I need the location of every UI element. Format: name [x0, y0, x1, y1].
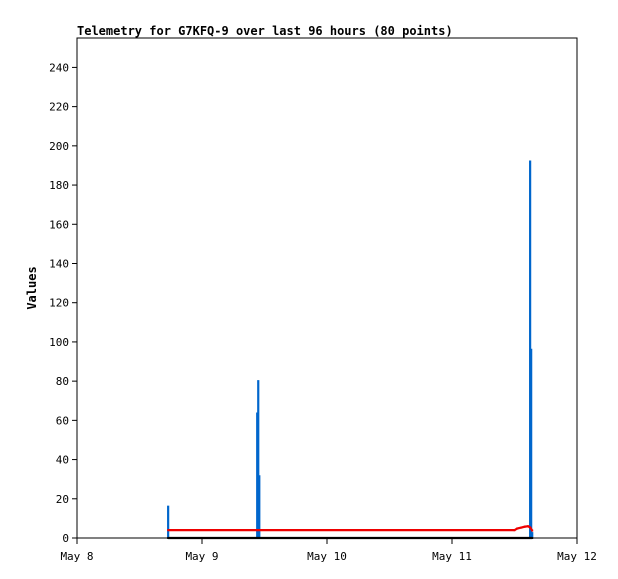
x-axis: May 8 May 9 May 10 May 11 May 12: [60, 538, 597, 563]
chart-title: Telemetry for G7KFQ-9 over last 96 hours…: [77, 24, 453, 38]
y-tick-label: 220: [49, 101, 69, 114]
y-tick-label: 0: [62, 532, 69, 545]
y-tick-label: 240: [49, 61, 69, 74]
series-1: [167, 525, 534, 532]
data-point: [527, 525, 530, 528]
y-tick-label: 60: [56, 414, 69, 427]
series-2: [167, 536, 534, 540]
x-tick-label: May 8: [60, 550, 93, 563]
y-tick-label: 100: [49, 336, 69, 349]
y-tick-label: 120: [49, 297, 69, 310]
x-tick-label: May 11: [432, 550, 472, 563]
y-tick-label: 40: [56, 454, 69, 467]
data-point: [531, 537, 534, 539]
y-tick-label: 200: [49, 140, 69, 153]
data-point: [529, 526, 532, 529]
data-point: [523, 525, 526, 528]
y-axis: 0 20 40 60 80 100 120 140 160 180 200 220 240: [49, 61, 77, 545]
series-line: [168, 525, 534, 532]
data-point: [520, 526, 523, 529]
y-tick-label: 20: [56, 493, 69, 506]
y-axis-label: Values: [25, 266, 39, 309]
x-tick-label: May 12: [557, 550, 597, 563]
y-tick-label: 80: [56, 375, 69, 388]
plot-frame: [76, 37, 578, 539]
series-layer: [167, 160, 534, 540]
y-tick-label: 140: [49, 257, 69, 270]
y-tick-label: 180: [49, 179, 69, 192]
data-point: [167, 537, 170, 539]
y-tick-label: 160: [49, 218, 69, 231]
x-tick-label: May 9: [185, 550, 218, 563]
series-0: [167, 160, 534, 538]
data-point: [256, 529, 259, 532]
data-point: [513, 529, 516, 532]
data-point: [531, 529, 534, 532]
data-point: [516, 527, 519, 530]
data-point: [167, 529, 170, 532]
x-tick-label: May 10: [307, 550, 347, 563]
